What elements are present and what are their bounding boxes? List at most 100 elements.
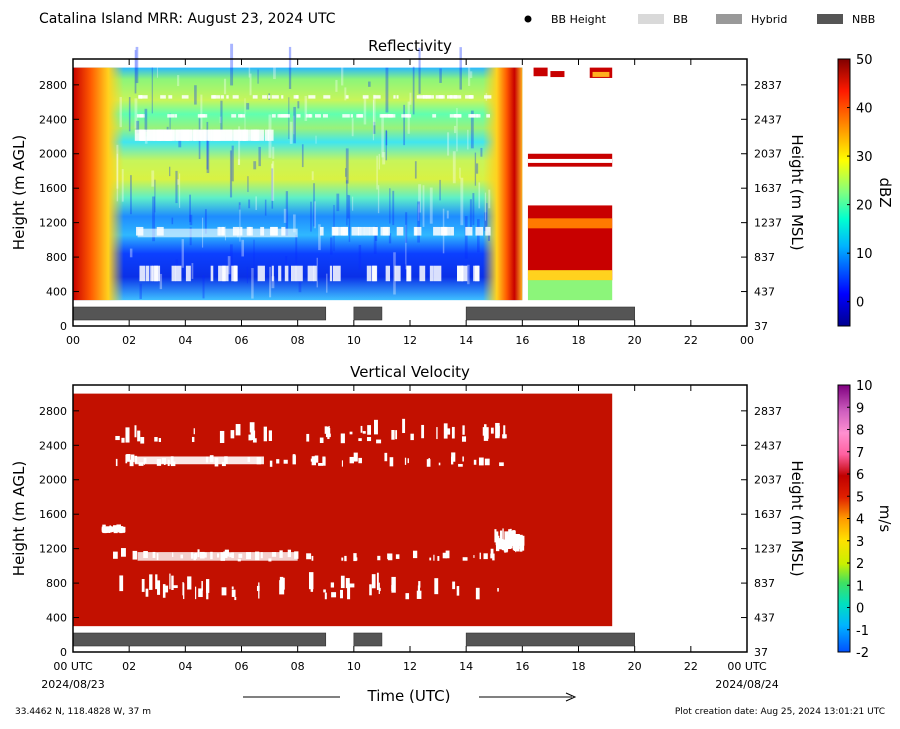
reflectivity-streak <box>470 110 474 149</box>
colorbar-tick-label: 30 <box>856 150 873 165</box>
reflectivity-streak <box>376 155 378 190</box>
velocity-gap <box>126 454 131 462</box>
reflectivity-gap <box>474 265 480 282</box>
velocity-gap <box>230 430 235 439</box>
reflectivity-streak <box>460 177 464 226</box>
velocity-gap <box>490 553 494 559</box>
velocity-gap <box>445 550 450 559</box>
reflectivity-streak <box>310 201 312 232</box>
colorbar: -2 -1 0 1 2 3 4 5 6 7 8 9 10 m/s <box>837 379 894 661</box>
reflectivity-gap <box>267 95 271 99</box>
reflectivity-streak <box>314 201 316 229</box>
y-tick-label: 800 <box>46 251 67 264</box>
colorbar-tick-label: 7 <box>856 446 864 461</box>
reflectivity-streak <box>363 97 367 125</box>
reflectivity-gap <box>372 265 377 282</box>
reflectivity-streak <box>285 256 288 272</box>
velocity-gap <box>219 430 225 444</box>
y-tick-label: 2800 <box>39 405 67 418</box>
velocity-gap <box>429 557 432 561</box>
reflectivity-streak <box>475 163 479 174</box>
axes: 0 37 400 437 800 837 1200 1237 1600 1637 2000 2037 2… <box>39 385 782 691</box>
reflectivity-streak <box>476 219 480 253</box>
reflectivity-streak <box>177 179 180 185</box>
y2-tick-label: 837 <box>754 251 775 264</box>
reflectivity-streak <box>414 161 417 179</box>
bright-band-segment <box>72 632 327 647</box>
velocity-gap <box>479 552 481 560</box>
y2-tick-label: 2037 <box>754 474 782 487</box>
velocity-gap <box>205 579 210 593</box>
velocity-gap <box>405 593 410 600</box>
reflectivity-late-mid <box>527 158 613 163</box>
velocity-gap <box>113 527 117 532</box>
velocity-gap <box>495 422 500 439</box>
velocity-gap <box>248 434 252 441</box>
velocity-gap <box>328 425 330 434</box>
reflectivity-streak <box>459 167 461 179</box>
reflectivity-streak <box>341 45 344 86</box>
reflectivity-gap <box>218 265 226 282</box>
reflectivity-streak <box>128 97 131 132</box>
reflectivity-gap <box>416 95 425 99</box>
reflectivity-gap <box>280 114 289 118</box>
velocity-gap <box>360 425 363 433</box>
velocity-gap <box>154 437 158 442</box>
x-tick-label: 10 <box>347 334 361 347</box>
velocity-gap <box>263 426 268 442</box>
colorbar-tick-label: -2 <box>856 646 869 661</box>
y2-tick-label: 2437 <box>754 113 782 126</box>
x-tick-label: 16 <box>515 334 529 347</box>
y-tick-label: 1200 <box>39 217 67 230</box>
velocity-gap <box>458 463 463 467</box>
colorbar-tick-label: 0 <box>856 296 864 311</box>
velocity-gap <box>341 557 344 561</box>
reflectivity-gap <box>357 226 361 236</box>
legend-label: BB <box>673 13 688 26</box>
velocity-gap <box>105 527 110 532</box>
velocity-gap <box>358 457 362 464</box>
velocity-gap <box>483 553 488 560</box>
reflectivity-edge-early <box>73 67 124 301</box>
reflectivity-gap <box>453 95 462 99</box>
reflectivity-gap <box>323 95 331 99</box>
reflectivity-streak <box>429 187 433 224</box>
bright-band-segment <box>72 306 327 321</box>
velocity-gap <box>416 590 422 599</box>
legend-swatch <box>638 14 664 24</box>
colorbar-tick-label: -1 <box>856 624 869 639</box>
reflectivity-gap <box>373 95 381 99</box>
velocity-gap <box>198 588 203 598</box>
x-date-label: 2024/08/24 <box>715 678 778 691</box>
velocity-gap <box>137 552 298 561</box>
reflectivity-streak <box>484 192 487 221</box>
reflectivity-gap <box>262 95 267 99</box>
reflectivity-streak <box>484 212 487 232</box>
velocity-gap <box>191 436 195 443</box>
x-tick-label: 22 <box>684 660 698 673</box>
y2-tick-label: 37 <box>754 320 768 333</box>
velocity-gap <box>497 425 500 437</box>
x-tick-label: 02 <box>122 334 136 347</box>
reflectivity-gap <box>331 226 339 236</box>
reflectivity-streak <box>220 100 223 133</box>
reflectivity-gap <box>385 265 391 282</box>
velocity-gap <box>141 579 145 592</box>
x-axis-label: Time (UTC) <box>367 687 451 705</box>
y-tick-label: 2400 <box>39 113 67 126</box>
velocity-gap <box>378 582 380 595</box>
reflectivity-gap <box>281 95 284 99</box>
x-tick-label: 12 <box>403 334 417 347</box>
reflectivity-gap <box>308 95 316 99</box>
reflectivity-gap <box>449 95 458 99</box>
velocity-gap <box>134 425 137 438</box>
velocity-gap <box>119 526 124 531</box>
reflectivity-streak <box>478 182 481 209</box>
colorbar-tick-label: 6 <box>856 468 864 483</box>
velocity-gap <box>391 576 396 593</box>
velocity-gap <box>137 430 141 442</box>
velocity-gap <box>410 433 414 441</box>
reflectivity-gap <box>357 114 363 118</box>
velocity-gap <box>384 452 388 462</box>
